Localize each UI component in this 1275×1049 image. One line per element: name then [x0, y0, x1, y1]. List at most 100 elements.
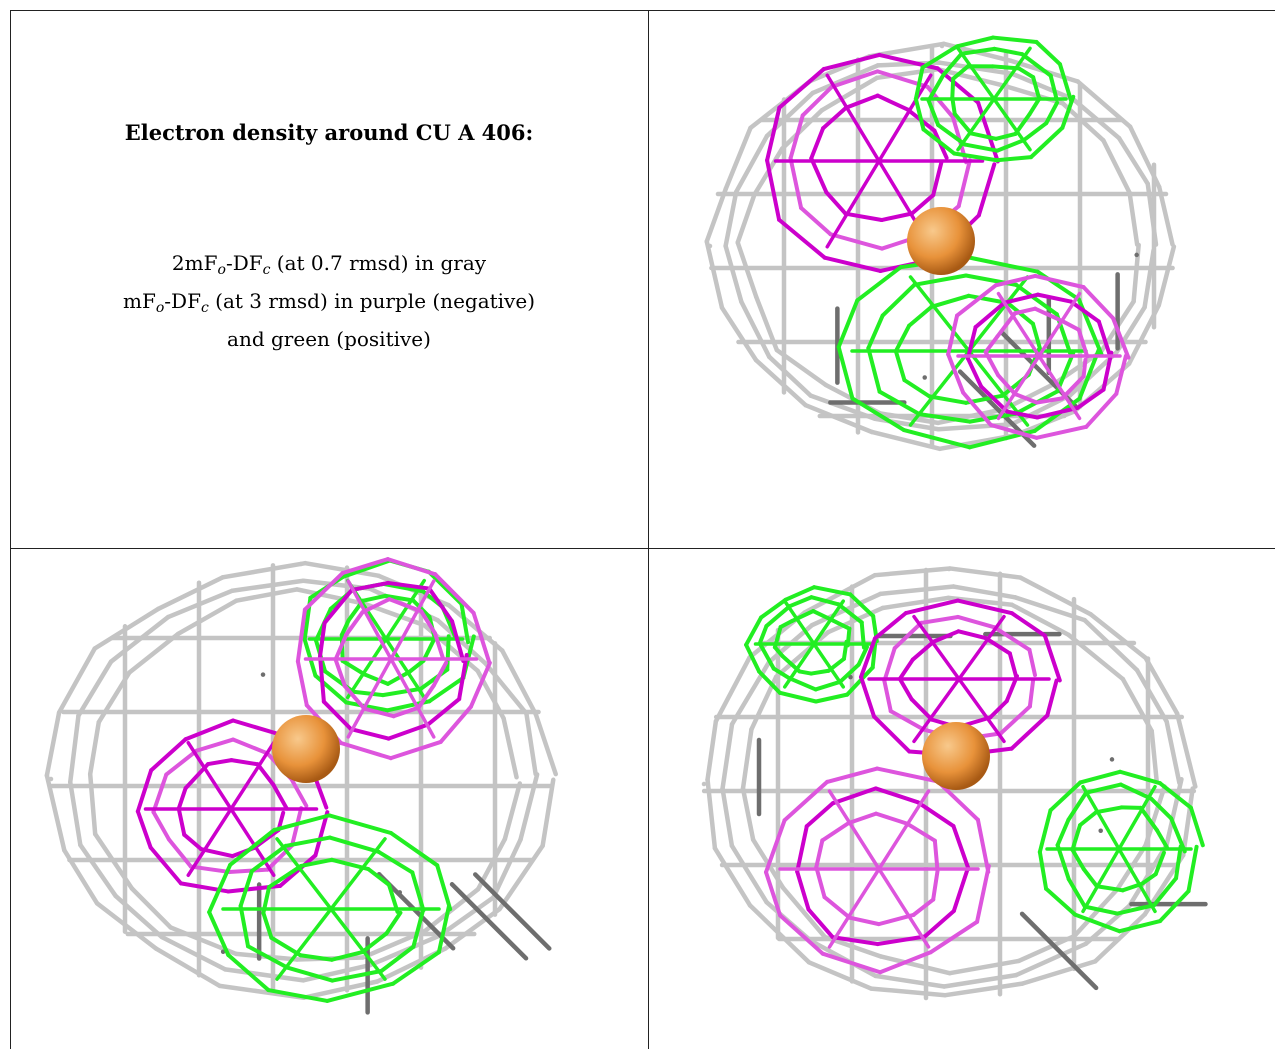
positive-density-mesh — [850, 396, 906, 433]
positive-density-mesh — [757, 669, 782, 695]
negative-density-mesh — [231, 737, 270, 756]
positive-density-mesh — [1153, 850, 1166, 877]
negative-density-mesh — [874, 811, 909, 826]
negative-density-mesh — [1009, 611, 1047, 638]
mesh-svg-2 — [44, 557, 558, 1015]
gray-mesh-edge-dark — [473, 872, 552, 951]
positive-density-mesh — [969, 131, 999, 141]
gray-mesh-edge — [92, 831, 135, 891]
positive-density-mesh — [339, 618, 351, 638]
negative-density-mesh — [206, 758, 234, 767]
negative-density-mesh — [809, 126, 826, 161]
gray-mesh-edge — [78, 842, 118, 899]
negative-density-mesh — [290, 806, 304, 848]
negative-density-mesh — [824, 190, 848, 216]
negative-density-mesh — [955, 598, 1014, 616]
gray-mesh-edge — [729, 843, 769, 905]
negative-density-mesh — [340, 557, 390, 575]
gray-mesh-edge — [1010, 71, 1076, 102]
positive-density-mesh — [907, 304, 934, 328]
positive-density-mesh — [1157, 781, 1193, 810]
gray-mesh-edge-dark — [1019, 911, 1099, 991]
gray-mesh-edge — [443, 906, 502, 951]
positive-density-mesh — [1073, 912, 1122, 934]
positive-density-mesh — [238, 869, 254, 908]
positive-density-mesh — [346, 637, 388, 700]
negative-density-mesh — [877, 867, 931, 949]
negative-density-mesh — [965, 325, 978, 361]
negative-density-mesh — [993, 273, 1038, 288]
gray-mesh-edge — [712, 845, 753, 908]
positive-density-mesh — [366, 867, 392, 887]
density-view-bottom-right — [649, 549, 1275, 1049]
positive-density-mesh — [285, 965, 335, 983]
negative-density-mesh — [391, 705, 421, 719]
negative-density-mesh — [346, 657, 393, 739]
positive-density-mesh — [902, 378, 932, 399]
negative-density-mesh — [983, 334, 1000, 355]
positive-density-mesh — [952, 151, 999, 163]
negative-density-mesh — [946, 352, 966, 395]
positive-density-mesh — [1084, 782, 1123, 795]
positive-density-mesh — [959, 46, 997, 56]
positive-density-mesh — [838, 662, 861, 684]
negative-density-mesh — [255, 762, 276, 787]
negative-density-mesh — [1096, 319, 1112, 356]
positive-density-mesh — [992, 97, 1032, 152]
gray-mesh-edge — [1142, 248, 1156, 310]
positive-density-mesh — [836, 345, 855, 401]
negative-density-mesh — [830, 786, 878, 806]
positive-density-mesh — [1081, 847, 1121, 914]
gray-mesh-edge — [1164, 776, 1184, 847]
gray-mesh-edge — [1174, 711, 1198, 789]
negative-density-mesh — [389, 657, 436, 739]
positive-density-mesh — [388, 831, 440, 868]
caption-title: Electron density around CU A 406: — [124, 120, 534, 145]
table-left-border — [10, 10, 11, 1049]
gray-mesh-edge — [729, 659, 772, 727]
positive-density-mesh — [330, 968, 384, 983]
positive-density-mesh — [275, 837, 333, 911]
negative-density-mesh — [148, 845, 183, 886]
negative-density-mesh — [1042, 633, 1062, 683]
gray-mesh-edge — [175, 598, 239, 637]
negative-density-mesh — [427, 586, 455, 624]
positive-density-mesh — [1044, 100, 1060, 126]
positive-density-mesh — [783, 599, 816, 646]
positive-density-mesh — [207, 910, 231, 958]
positive-density-mesh — [1186, 844, 1199, 894]
positive-density-mesh — [1037, 808, 1053, 854]
negative-density-mesh — [975, 864, 991, 924]
negative-density-mesh — [800, 84, 834, 118]
gray-mesh-edge — [159, 934, 228, 972]
negative-density-mesh — [888, 709, 926, 732]
gray-mesh-edge — [44, 710, 62, 778]
positive-density-mesh — [1029, 125, 1065, 160]
positive-density-mesh — [926, 98, 941, 128]
negative-density-mesh — [777, 217, 827, 260]
positive-density-mesh — [812, 599, 845, 646]
negative-density-mesh — [975, 817, 991, 874]
gray-mesh-edge — [935, 406, 1007, 426]
gray-mesh-edge — [1143, 655, 1180, 716]
positive-density-mesh — [764, 604, 792, 629]
positive-density-mesh — [376, 849, 415, 875]
positive-density-mesh — [362, 672, 390, 686]
positive-density-mesh — [848, 592, 876, 619]
positive-density-mesh — [1188, 805, 1205, 848]
positive-density-mesh — [1044, 886, 1078, 917]
negative-density-mesh — [1034, 424, 1089, 440]
positive-density-mesh — [913, 96, 926, 132]
positive-density-mesh — [327, 835, 381, 854]
positive-density-mesh — [955, 35, 996, 49]
gray-mesh-edge — [735, 192, 757, 245]
negative-density-mesh — [809, 156, 829, 195]
negative-density-mesh — [318, 620, 327, 659]
gray-mesh-edge — [1016, 933, 1077, 964]
positive-density-mesh — [1020, 52, 1053, 78]
copper-atom-sphere — [922, 722, 990, 790]
negative-density-mesh — [764, 818, 787, 875]
negative-density-mesh — [386, 580, 432, 591]
positive-density-mesh — [1014, 282, 1059, 317]
negative-density-mesh — [385, 557, 438, 577]
